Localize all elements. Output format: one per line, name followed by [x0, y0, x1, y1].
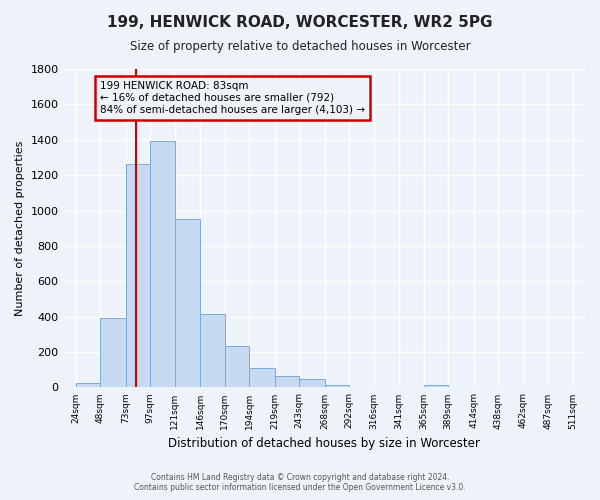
- Text: Size of property relative to detached houses in Worcester: Size of property relative to detached ho…: [130, 40, 470, 53]
- Y-axis label: Number of detached properties: Number of detached properties: [15, 140, 25, 316]
- Text: 199, HENWICK ROAD, WORCESTER, WR2 5PG: 199, HENWICK ROAD, WORCESTER, WR2 5PG: [107, 15, 493, 30]
- X-axis label: Distribution of detached houses by size in Worcester: Distribution of detached houses by size …: [169, 437, 480, 450]
- Bar: [424, 386, 448, 388]
- Bar: [100, 318, 126, 388]
- Bar: [126, 164, 150, 388]
- Text: Contains HM Land Registry data © Crown copyright and database right 2024.
Contai: Contains HM Land Registry data © Crown c…: [134, 473, 466, 492]
- Text: 199 HENWICK ROAD: 83sqm
← 16% of detached houses are smaller (792)
84% of semi-d: 199 HENWICK ROAD: 83sqm ← 16% of detache…: [100, 82, 365, 114]
- Bar: [299, 378, 325, 388]
- Bar: [325, 386, 349, 388]
- Bar: [275, 376, 299, 388]
- Bar: [225, 346, 249, 388]
- Bar: [150, 140, 175, 388]
- Bar: [249, 368, 275, 388]
- Bar: [76, 383, 100, 388]
- Bar: [200, 314, 225, 388]
- Bar: [175, 220, 200, 388]
